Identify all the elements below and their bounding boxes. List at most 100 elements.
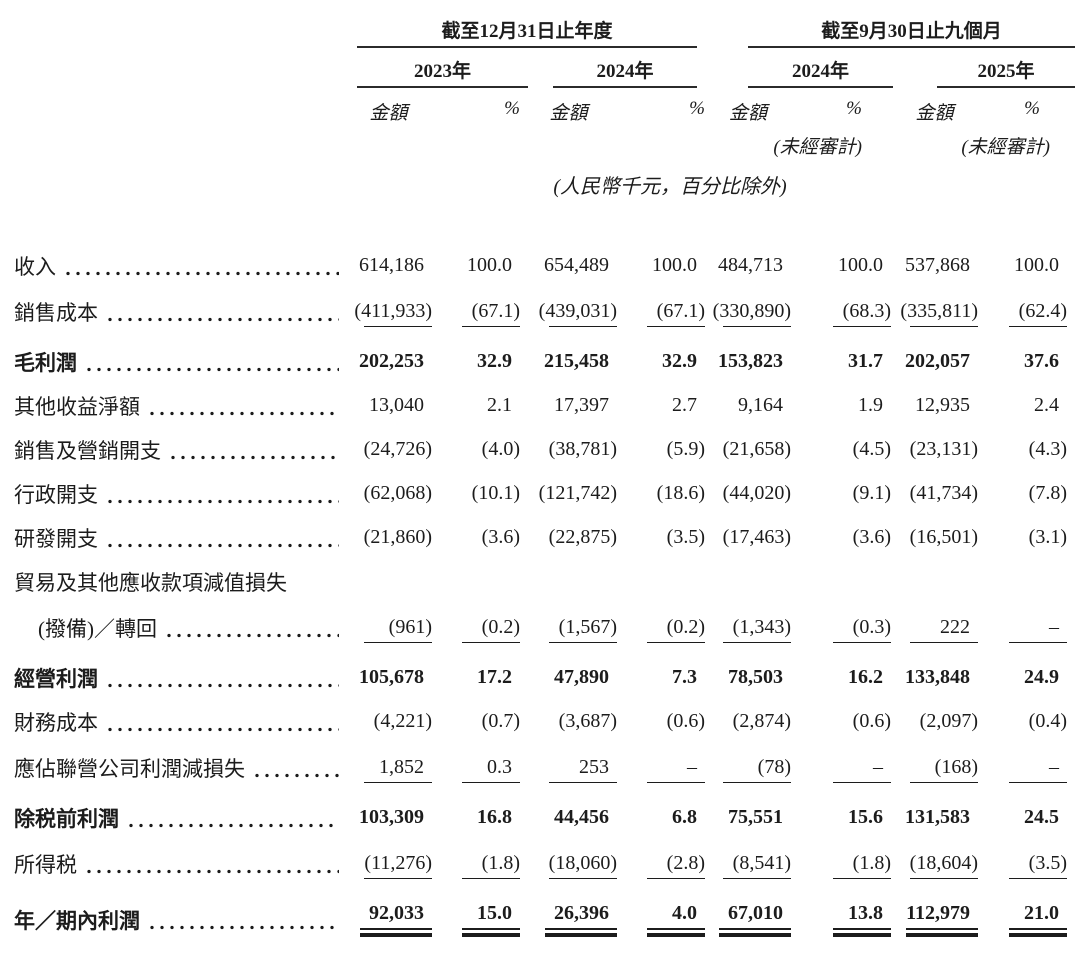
table-row: 應佔聯營公司利潤減損失 1,852 0.3 253– (78) – (168) – — [0, 743, 1080, 795]
cell-value: (4.0) — [481, 438, 520, 460]
cell-value: (10.1) — [471, 482, 520, 504]
row-label: 經營利潤 — [14, 666, 98, 691]
cell-value: – — [978, 743, 1067, 795]
cell-value: (0.2) — [617, 603, 705, 655]
single-underline — [549, 878, 617, 879]
row-label-cell: 經營利潤 — [0, 655, 345, 699]
cell-value: 67,010 — [705, 891, 791, 947]
dot-leader — [168, 455, 339, 460]
table-body: 收入 614,186 100.0 654,489 100.0 484,713 100.0 5… — [0, 243, 1080, 947]
cell-value: 537,868 — [905, 254, 970, 276]
row-label-cell: 研發開支 — [0, 515, 345, 559]
table-row: 銷售及營銷開支 (24,726) (4.0) (38,781) (5.9) (21,65… — [0, 427, 1080, 471]
single-underline — [462, 642, 520, 643]
cell-value: (18,060) — [520, 839, 617, 891]
cell-value: (121,742) — [538, 482, 617, 504]
table-row: 除税前利潤 103,309 16.8 44,456 6.8 75,551 15.6 131,… — [0, 795, 1080, 839]
single-underline — [833, 642, 891, 643]
percent-header: % — [1024, 98, 1040, 119]
cell-value: 92,033 — [345, 891, 432, 947]
cell-value: (4.5) — [852, 438, 891, 460]
amount-header: 金額 — [549, 103, 588, 124]
table-row: 財務成本 (4,221) (0.7) (3,687) (0.6) (2,874) (0.6… — [0, 699, 1080, 743]
row-label: 銷售及營銷開支 — [14, 438, 161, 463]
dot-leader — [252, 773, 339, 778]
cell-value: (4,221) — [373, 710, 432, 732]
header-rule — [748, 86, 893, 88]
header-rule — [357, 86, 528, 88]
cell-value — [617, 559, 705, 603]
cell-value: 37.6 — [1024, 350, 1059, 372]
cell-value: (24,726) — [363, 438, 432, 460]
cell-value: 47,890 — [554, 666, 609, 688]
cell-value: 2.4 — [1034, 394, 1059, 416]
year-label-2023: 2023年 — [413, 61, 471, 82]
row-label-cell: 銷售成本 — [0, 287, 345, 339]
cell-value: 32.9 — [662, 350, 697, 372]
cell-value: (0.7) — [481, 710, 520, 732]
cell-value: (67.1) — [432, 287, 520, 339]
row-label: 所得税 — [14, 852, 77, 877]
single-underline — [723, 878, 791, 879]
single-underline — [910, 326, 978, 327]
double-underline — [833, 928, 891, 937]
single-underline — [549, 782, 617, 783]
unaudited-note: (未經審計) — [961, 137, 1050, 158]
cell-value: (3.6) — [481, 526, 520, 548]
cell-value: 215,458 — [544, 350, 609, 372]
cell-value: 16.2 — [848, 666, 883, 688]
cell-value: (21,860) — [363, 526, 432, 548]
single-underline — [910, 878, 978, 879]
single-underline — [462, 878, 520, 879]
cell-value: (44,020) — [722, 482, 791, 504]
single-underline — [647, 642, 705, 643]
amount-header: 金額 — [915, 103, 954, 124]
cell-value — [705, 559, 791, 603]
cell-value: 17,397 — [554, 394, 609, 416]
cell-value: 1.9 — [858, 394, 883, 416]
row-label-cell: 行政開支 — [0, 471, 345, 515]
cell-value: (5.9) — [666, 438, 705, 460]
cell-value — [345, 559, 432, 603]
table-row: 其他收益淨額 13,040 2.1 17,397 2.7 9,164 1.9 12,935 2… — [0, 383, 1080, 427]
table-row: (撥備)／轉回 (961) (0.2) (1,567) (0.2) (1,343) (0.… — [0, 603, 1080, 655]
cell-value: 2.7 — [672, 394, 697, 416]
dot-leader — [105, 499, 339, 504]
row-label: 其他收益淨額 — [14, 394, 140, 419]
cell-value: 17.2 — [477, 666, 512, 688]
single-underline — [364, 326, 432, 327]
table-row: 貿易及其他應收款項減值損失 — [0, 559, 1080, 603]
table-row: 行政開支 (62,068) (10.1) (121,742) (18.6) (44,02… — [0, 471, 1080, 515]
single-underline — [833, 326, 891, 327]
cell-value: (3.5) — [978, 839, 1067, 891]
single-underline — [647, 878, 705, 879]
cell-value: (411,933) — [345, 287, 432, 339]
header-rule — [748, 46, 1075, 48]
cell-value: (0.4) — [1028, 710, 1067, 732]
cell-value: (18,604) — [891, 839, 978, 891]
cell-value: (23,131) — [909, 438, 978, 460]
year-label-2025: 2025年 — [977, 61, 1035, 82]
cell-value: (8,541) — [705, 839, 791, 891]
single-underline — [549, 326, 617, 327]
cell-value: 15.6 — [848, 806, 883, 828]
cell-value: (4.3) — [1028, 438, 1067, 460]
cell-value: 100.0 — [838, 254, 883, 276]
dot-leader — [147, 411, 339, 416]
cell-value: 24.5 — [1024, 806, 1059, 828]
cell-value: (335,811) — [891, 287, 978, 339]
cell-value: (2.8) — [617, 839, 705, 891]
cell-value: 12,935 — [915, 394, 970, 416]
cell-value: 222 — [891, 603, 978, 655]
single-underline — [1009, 782, 1067, 783]
single-underline — [833, 782, 891, 783]
row-label-cell: 年／期內利潤 — [0, 891, 345, 947]
cell-value: 100.0 — [1014, 254, 1059, 276]
cell-value: 13,040 — [369, 394, 424, 416]
single-underline — [723, 326, 791, 327]
dot-leader — [164, 633, 339, 638]
row-label: 貿易及其他應收款項減值損失 — [14, 570, 287, 595]
cell-value: (21,658) — [722, 438, 791, 460]
single-underline — [364, 878, 432, 879]
